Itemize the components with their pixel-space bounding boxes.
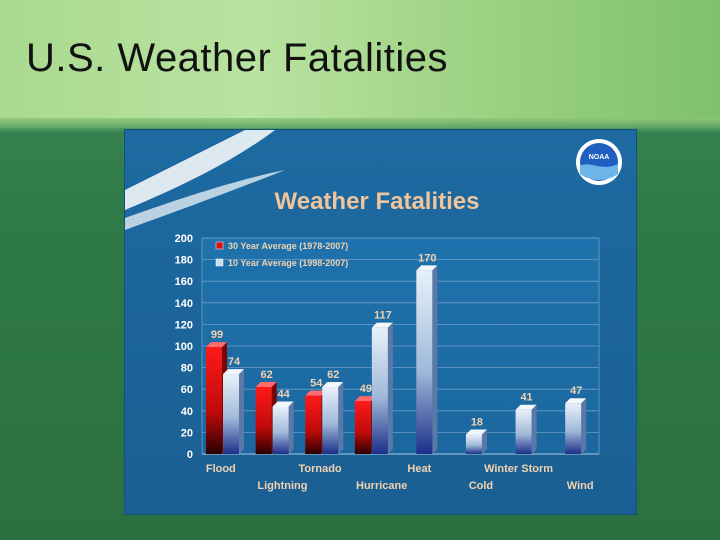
bar-side xyxy=(239,369,244,454)
bar-10yr xyxy=(223,374,239,454)
bar-value-label: 74 xyxy=(228,356,241,368)
x-tick-label: Heat xyxy=(407,463,431,475)
y-tick-label: 20 xyxy=(181,427,193,439)
bar-value-label: 41 xyxy=(520,392,532,404)
bar-value-label: 117 xyxy=(374,310,392,322)
bar-side xyxy=(532,405,537,454)
bar-side xyxy=(388,323,393,454)
y-tick-label: 80 xyxy=(181,363,193,375)
bar-30yr xyxy=(305,396,321,454)
bar-10yr xyxy=(322,387,338,454)
bar-value-label: 18 xyxy=(471,417,483,429)
y-tick-label: 180 xyxy=(175,255,193,267)
bar-10yr xyxy=(516,410,532,454)
bar-30yr xyxy=(206,347,222,454)
chart-title: Weather Fatalities xyxy=(275,188,480,215)
x-tick-label: Hurricane xyxy=(356,480,407,492)
bar-10yr xyxy=(372,328,388,454)
y-tick-label: 100 xyxy=(175,341,193,353)
bar-10yr xyxy=(273,406,289,454)
y-tick-label: 140 xyxy=(175,298,193,310)
y-tick-label: 120 xyxy=(175,319,193,331)
bar-10yr xyxy=(466,435,482,454)
y-tick-label: 0 xyxy=(187,449,193,461)
legend-label: 10 Year Average (1998-2007) xyxy=(228,258,348,268)
bar-10yr xyxy=(416,270,432,454)
x-tick-label: Wind xyxy=(567,480,594,492)
bar-value-label: 170 xyxy=(418,252,436,264)
x-tick-label: Tornado xyxy=(298,463,341,475)
chart: NOAA Weather Fatalities 0 20 40 60 80 100 120 1… xyxy=(125,130,636,514)
bar-side xyxy=(581,398,586,454)
y-tick-label: 200 xyxy=(175,233,193,245)
x-tick-label: Cold xyxy=(469,480,493,492)
legend-swatch xyxy=(216,259,223,266)
bar-30yr xyxy=(256,387,272,454)
legend-label: 30 Year Average (1978-2007) xyxy=(228,241,348,251)
bar-value-label: 47 xyxy=(570,385,582,397)
bar-10yr xyxy=(565,403,581,454)
bar-value-label: 99 xyxy=(211,329,223,341)
x-tick-label: Winter Storm xyxy=(484,463,553,475)
x-tick-label: Lightning xyxy=(257,480,307,492)
bar-value-label: 49 xyxy=(360,383,372,395)
y-tick-label: 160 xyxy=(175,276,193,288)
y-tick-label: 40 xyxy=(181,406,193,418)
bar-side xyxy=(289,401,294,454)
bar-side xyxy=(338,382,343,454)
slide-title: U.S. Weather Fatalities xyxy=(26,36,448,81)
bar-side xyxy=(432,265,437,454)
x-tick-label: Flood xyxy=(206,463,236,475)
bar-value-label: 62 xyxy=(327,369,339,381)
legend-swatch xyxy=(216,242,223,249)
bar-value-label: 44 xyxy=(278,388,291,400)
chart-panel: NOAA Weather Fatalities 0 20 40 60 80 100 120 1… xyxy=(125,130,636,514)
noaa-logo-text: NOAA xyxy=(589,154,610,161)
bar-value-label: 62 xyxy=(261,369,273,381)
bar-30yr xyxy=(355,401,371,454)
bar-value-label: 54 xyxy=(310,378,323,390)
y-tick-label: 60 xyxy=(181,384,193,396)
noaa-logo-icon: NOAA xyxy=(576,139,622,185)
